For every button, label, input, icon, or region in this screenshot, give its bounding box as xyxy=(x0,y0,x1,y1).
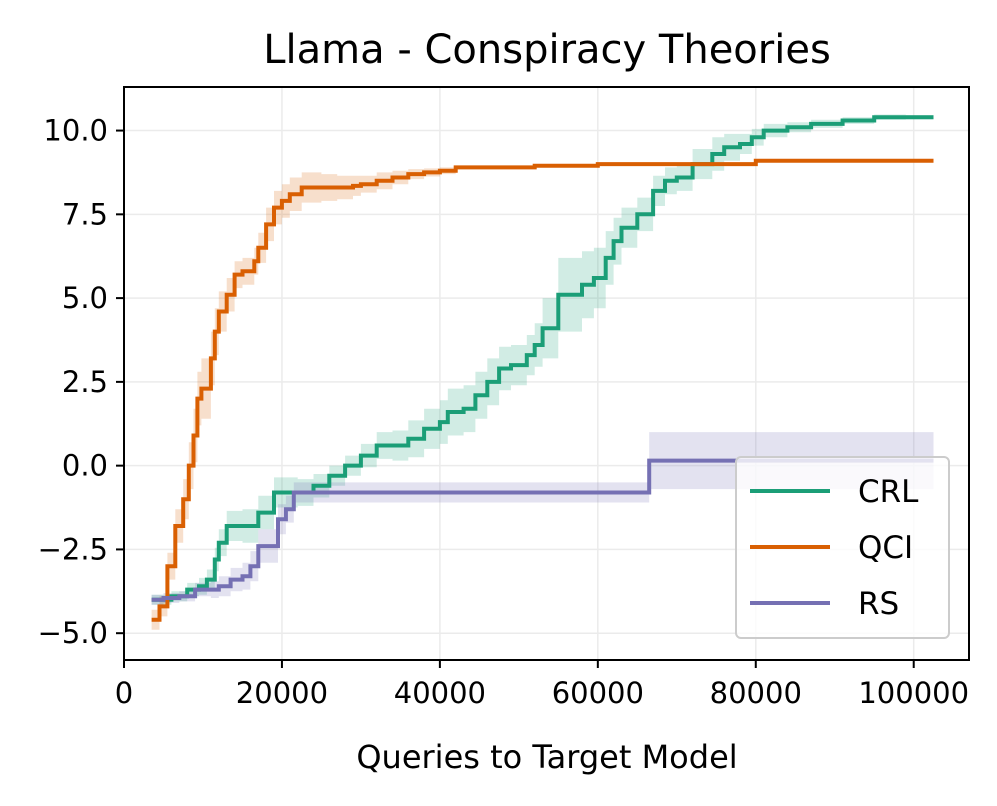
x-tick-label: 100000 xyxy=(858,676,969,710)
legend-label-qci: QCI xyxy=(858,530,913,566)
line-qci xyxy=(151,158,934,622)
x-tick-label: 0 xyxy=(115,676,133,710)
band-crl xyxy=(151,114,934,605)
series-lines xyxy=(151,115,934,622)
x-tick-label: 20000 xyxy=(236,676,328,710)
legend-label-rs: RS xyxy=(858,586,899,622)
y-tick-label: −2.5 xyxy=(38,532,108,566)
x-tick-label: 40000 xyxy=(394,676,486,710)
line-rs xyxy=(151,458,934,602)
axis-ticks: 0 20000 40000 60000 80000 100000 −5.0 −2.5 0.0 2.… xyxy=(38,114,970,710)
x-tick-label: 80000 xyxy=(710,676,802,710)
plot-frame xyxy=(123,86,970,661)
x-tick-label: 60000 xyxy=(552,676,644,710)
legend-box xyxy=(735,456,950,639)
chart-title: Llama - Conspiracy Theories xyxy=(263,27,831,73)
legend-label-crl: CRL xyxy=(858,474,919,510)
y-tick-label: 2.5 xyxy=(62,365,108,399)
y-tick-label: 10.0 xyxy=(43,114,108,148)
y-tick-label: 7.5 xyxy=(62,197,108,231)
y-tick-label: 0.0 xyxy=(62,449,108,483)
y-tick-label: 5.0 xyxy=(62,281,108,315)
grid xyxy=(123,87,969,660)
y-tick-label: −5.0 xyxy=(38,616,108,650)
legend: CRL QCI RS xyxy=(735,456,950,639)
line-crl xyxy=(151,115,934,602)
x-axis-label: Queries to Target Model xyxy=(356,738,737,776)
